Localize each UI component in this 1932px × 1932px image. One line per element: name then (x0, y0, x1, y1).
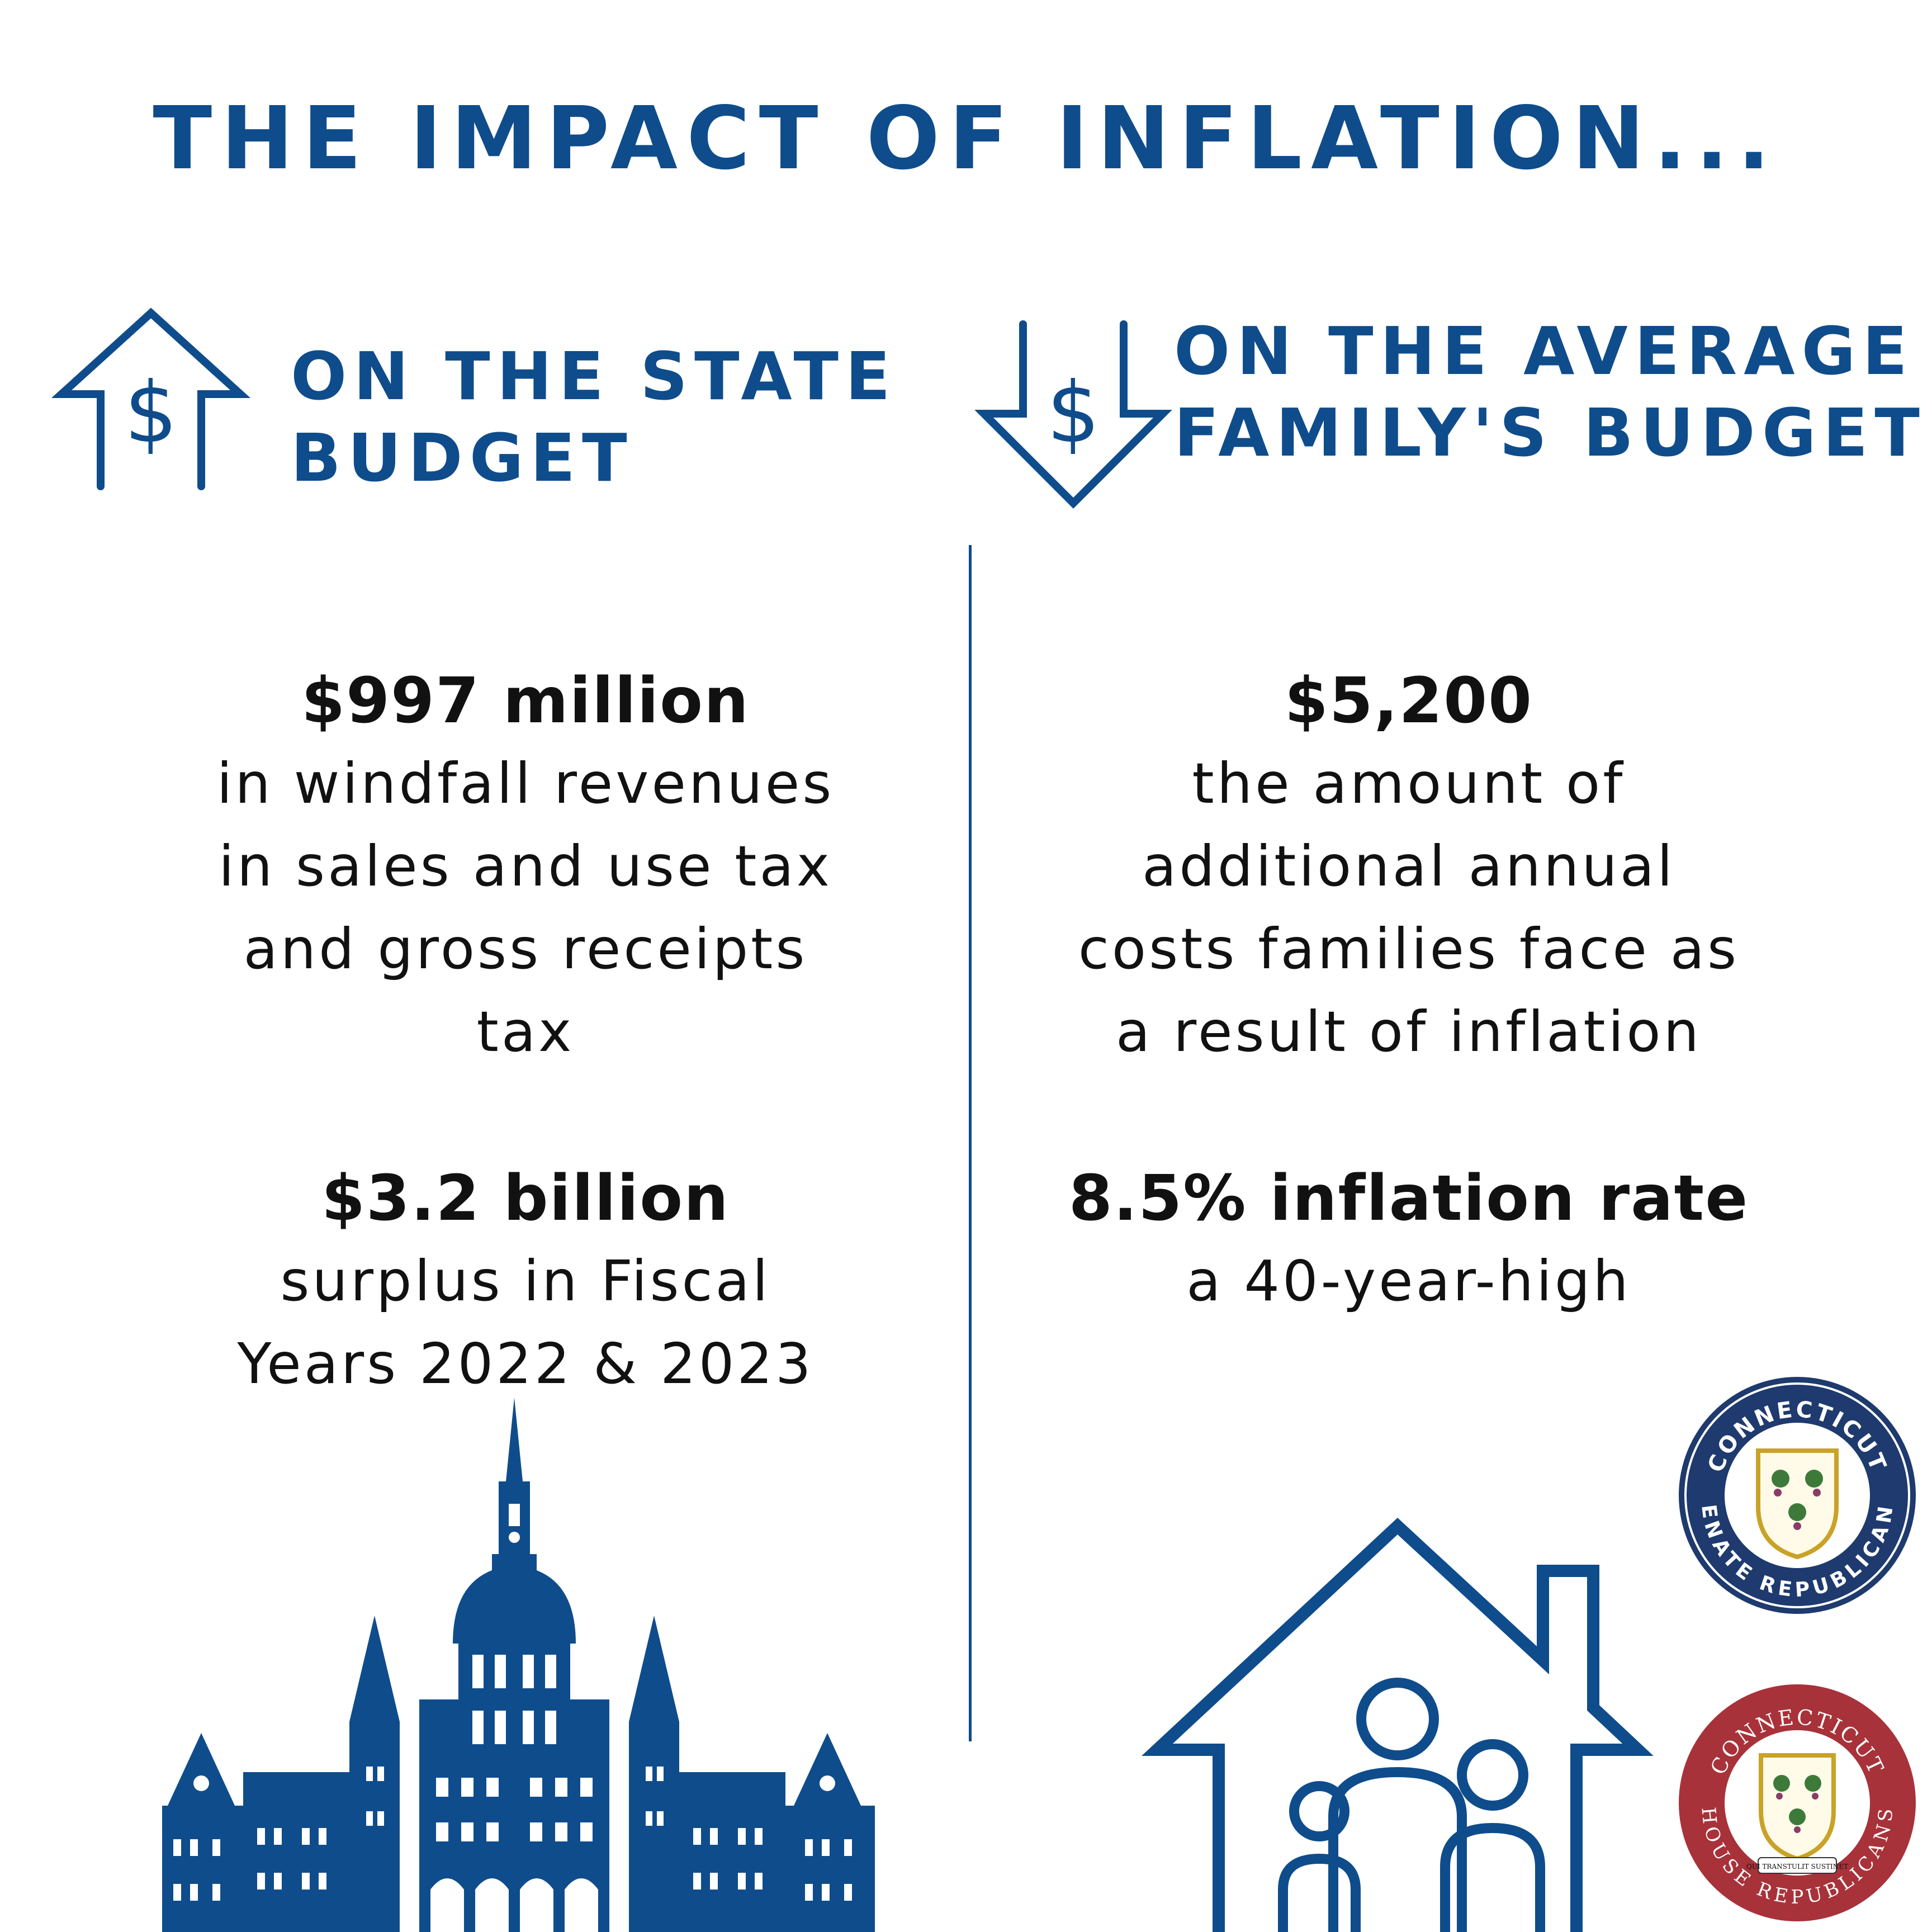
svg-text:$: $ (124, 364, 177, 462)
svg-text:$: $ (1046, 364, 1100, 462)
house-family-icon (1142, 1518, 1654, 1932)
dollar-arrow-up-icon: $ (51, 307, 251, 490)
column-divider (969, 545, 972, 1741)
family-stat1-value: $5,200 (1284, 665, 1533, 737)
state-budget-heading: ON THE STATE BUDGET (291, 338, 897, 496)
house-republicans-seal-icon: CONNECTICUT HOUSE REPUBLICANS QUI TRANST… (1679, 1684, 1916, 1921)
svg-text:★: ★ (1741, 1489, 1753, 1503)
state-stat1-value: $997 million (301, 665, 750, 737)
state-stat1-desc: in windfall revenues in sales and use ta… (216, 751, 835, 1064)
senate-republicans-seal-icon: CONNECTICUT SENATE REPUBLICANS ★ ★ (1674, 1372, 1916, 1614)
family-stat2-desc: a 40-year-high (1186, 1248, 1631, 1314)
capitol-building-icon (162, 1398, 875, 1932)
family-stat2-value: 8.5% inflation rate (1068, 1162, 1749, 1235)
family-budget-heading: ON THE AVERAGE FAMILY'S BUDGET (1174, 312, 1926, 471)
dollar-arrow-down-icon: $ (974, 320, 1172, 509)
page-title: THE IMPACT OF INFLATION... (153, 88, 1779, 189)
svg-text:★: ★ (1842, 1489, 1853, 1503)
family-budget-stats: $5,200 the amount of additional annual c… (1051, 660, 1767, 1323)
family-stat1-desc: the amount of additional annual costs fa… (1078, 751, 1740, 1064)
house-seal-motto: QUI TRANSTULIT SUSTINET (1746, 1863, 1848, 1871)
state-stat2-desc: surplus in Fiscal Years 2022 & 2023 (237, 1248, 814, 1396)
state-budget-stats: $997 million in windfall revenues in sal… (184, 660, 866, 1405)
state-stat2-value: $3.2 billion (321, 1162, 730, 1235)
